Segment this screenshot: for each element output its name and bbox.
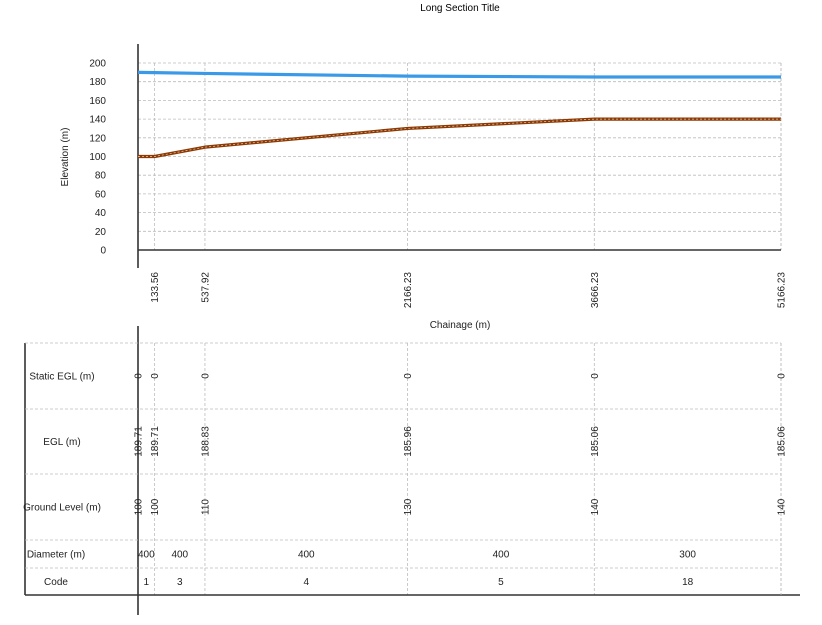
y-axis-ticks: 0 20 40 60 80 100 120 140 160 180 200 <box>89 59 106 257</box>
table-cell-value: 188.83 <box>200 426 211 457</box>
y-axis-label: Elevation (m) <box>60 128 71 187</box>
y-tick-label: 100 <box>89 152 106 163</box>
y-tick-label: 120 <box>89 133 106 144</box>
y-tick-label: 160 <box>89 96 106 107</box>
table-segment-value: 5 <box>498 577 504 588</box>
x-tick-label: 2166.23 <box>403 272 414 309</box>
table-cell-value: 185.06 <box>777 426 788 457</box>
x-axis-label: Chainage (m) <box>430 320 491 331</box>
chart-grid <box>138 62 782 595</box>
table-cell-value: 100 <box>150 498 161 515</box>
chart-series <box>137 70 781 159</box>
table-segment-value: 400 <box>171 550 188 561</box>
table-cell-value: 0 <box>134 373 145 379</box>
table-row-label: Code <box>44 577 68 588</box>
table-cell-value: 100 <box>134 498 145 515</box>
y-tick-label: 60 <box>95 189 107 200</box>
y-tick-label: 200 <box>89 59 106 70</box>
table-segment-value: 400 <box>493 550 510 561</box>
table-cell-value: 189.71 <box>150 426 161 457</box>
y-tick-label: 80 <box>95 171 107 182</box>
y-tick-label: 180 <box>89 77 106 88</box>
y-tick-label: 140 <box>89 115 106 126</box>
chart-title: Long Section Title <box>420 3 500 14</box>
table-segment-value: 18 <box>682 577 694 588</box>
table-segment-value: 300 <box>679 550 696 561</box>
table-row-label: EGL (m) <box>43 437 80 448</box>
table-cell-value: 185.06 <box>590 426 601 457</box>
table-segment-value: 400 <box>298 550 315 561</box>
table-cell-value: 0 <box>590 373 601 379</box>
table-cell-value: 110 <box>200 499 211 515</box>
egl-line <box>137 70 781 79</box>
table-segment-value: 400 <box>138 550 155 561</box>
table-row-label: Ground Level (m) <box>23 503 101 514</box>
table-segment-value: 1 <box>144 577 150 588</box>
table-segment-value: 4 <box>304 577 310 588</box>
y-tick-label: 20 <box>95 227 107 238</box>
y-tick-label: 0 <box>100 246 106 257</box>
table-cell-value: 185.96 <box>403 426 414 457</box>
x-tick-label: 3666.23 <box>590 272 601 309</box>
x-axis-ticks: 133.56 537.92 2166.23 3666.23 5166.23 <box>150 272 787 309</box>
table-cell-value: 140 <box>590 498 601 515</box>
table-cell-value: 0 <box>150 373 161 379</box>
table-cell-value: 0 <box>200 373 211 379</box>
table-row-label: Diameter (m) <box>27 550 85 561</box>
table-cell-value: 0 <box>403 373 414 379</box>
y-tick-label: 40 <box>95 208 107 219</box>
table-cell-value: 130 <box>403 498 414 515</box>
table-segment-value: 3 <box>177 577 183 588</box>
table-cell-value: 0 <box>777 373 788 379</box>
table-row-label: Static EGL (m) <box>29 372 94 383</box>
x-tick-label: 537.92 <box>200 272 211 303</box>
x-tick-label: 5166.23 <box>777 272 788 309</box>
table-cell-value: 140 <box>777 498 788 515</box>
ground-level-line-highlight <box>138 118 781 157</box>
x-tick-label: 133.56 <box>150 272 161 303</box>
table-cell-value: 189.71 <box>134 426 145 457</box>
